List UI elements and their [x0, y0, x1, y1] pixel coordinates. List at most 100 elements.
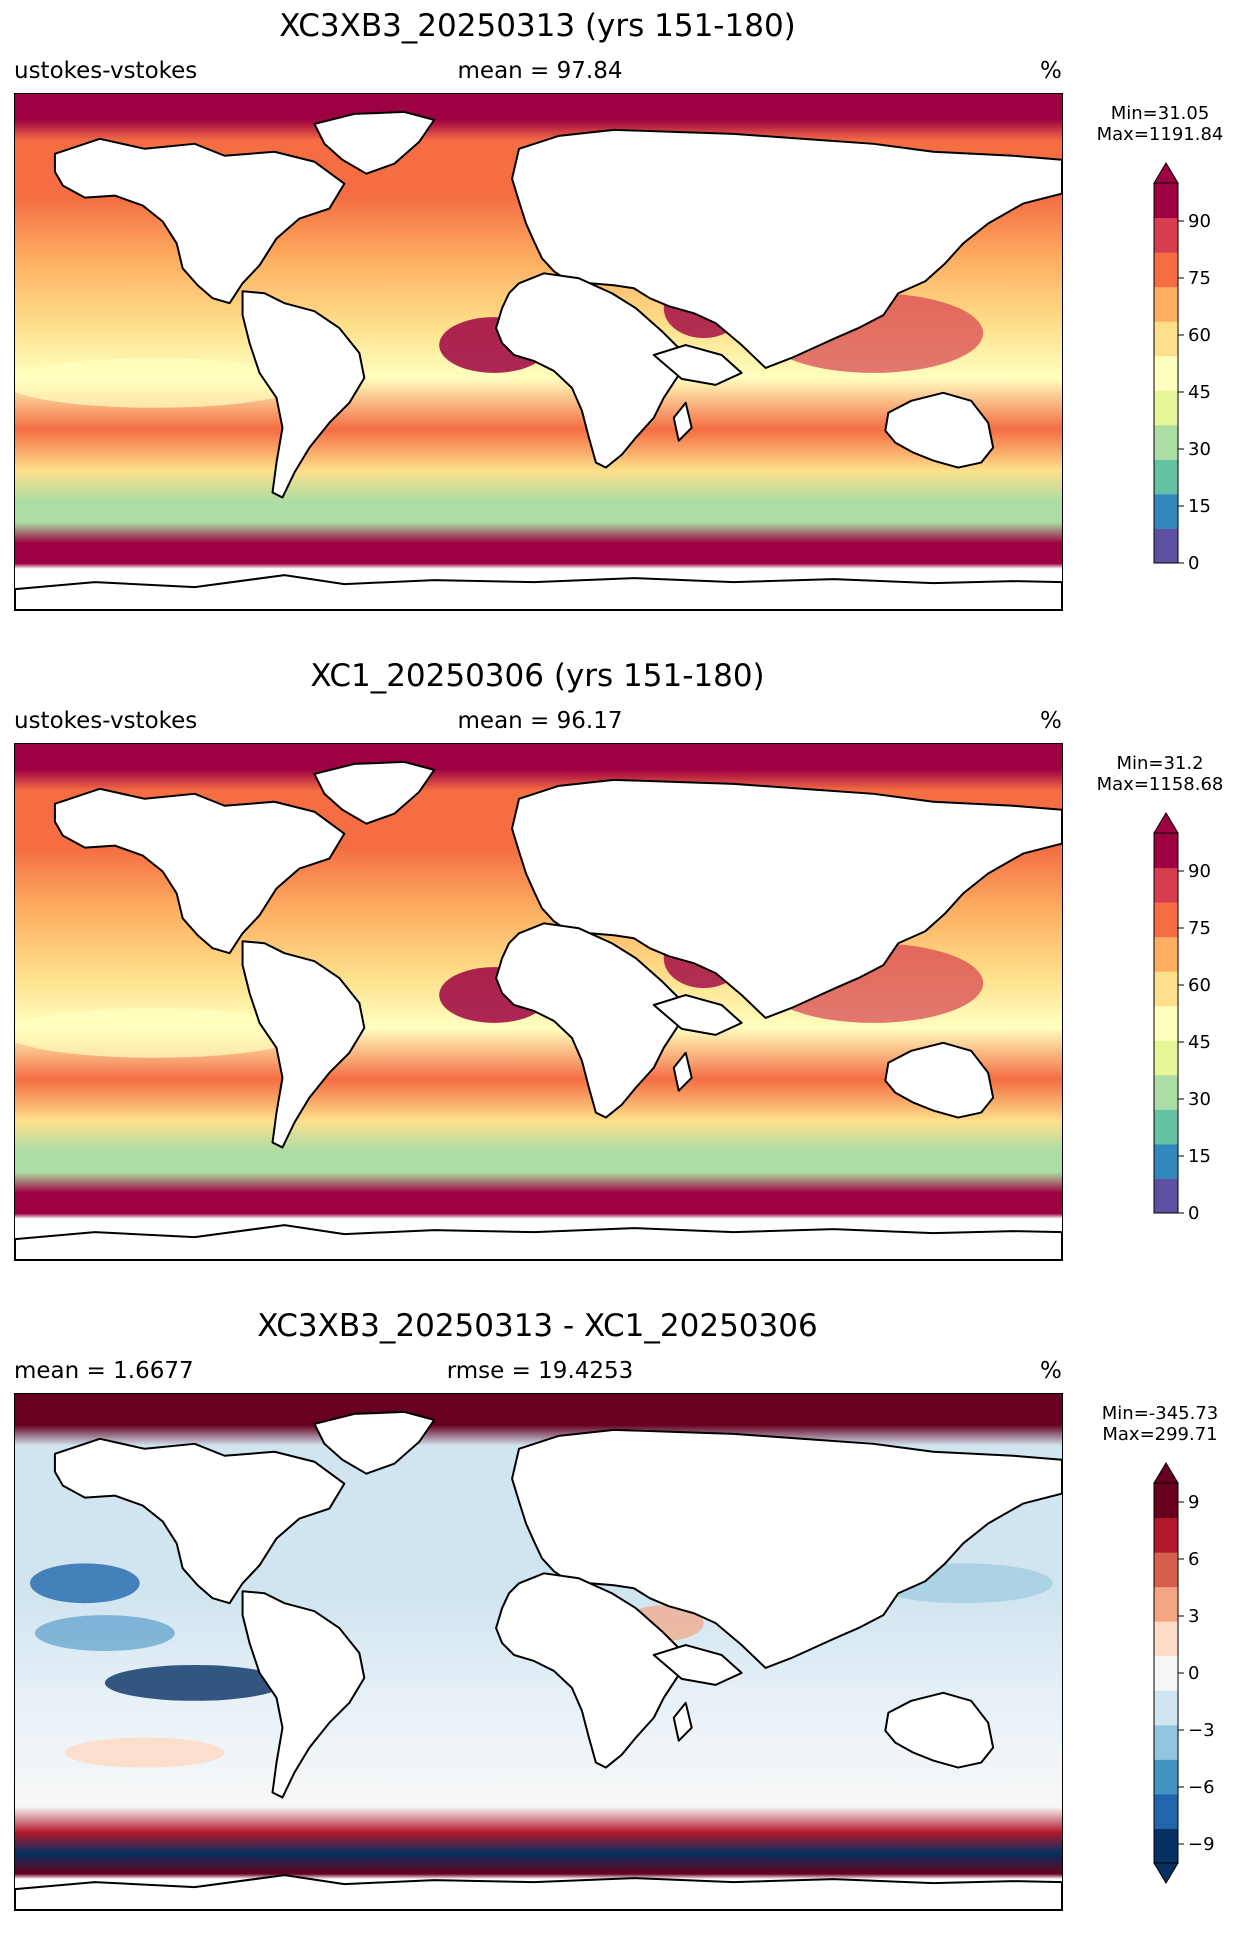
colorbar-segment — [1154, 1074, 1178, 1110]
colorbar-segment — [1154, 1552, 1178, 1588]
min-value: Min=-345.73 — [1101, 1403, 1219, 1424]
colorbar-tick-label: 90 — [1188, 211, 1211, 232]
colorbar-tick-label: 75 — [1188, 918, 1211, 939]
max-value: Max=299.71 — [1102, 1424, 1218, 1445]
landmass — [241, 1590, 366, 1799]
landmass — [511, 1428, 1062, 1669]
colorbar-segment — [1154, 217, 1178, 253]
colorbar-segment — [1154, 1483, 1178, 1519]
max-value: Max=1158.68 — [1096, 774, 1224, 795]
panel-title: XC3XB3_20250313 - XC1_20250306 — [257, 1308, 818, 1344]
colorbar-segment — [1154, 1724, 1178, 1760]
landmass — [313, 760, 436, 825]
colorbar-tick-label: 0 — [1188, 553, 1199, 574]
landmass — [15, 574, 1062, 610]
colorbar-segment — [1154, 1793, 1178, 1829]
colorbar-segment — [1154, 1586, 1178, 1622]
min-max-readout: Min=31.05 Max=1191.84 — [1075, 103, 1245, 145]
colorbar-tick-label: 0 — [1188, 1663, 1199, 1684]
colorbar-tick-label: 30 — [1188, 1089, 1211, 1110]
colorbar-segment — [1154, 833, 1178, 869]
landmass — [672, 401, 693, 442]
colorbar-tick-label: 90 — [1188, 861, 1211, 882]
ocean-field — [15, 357, 305, 408]
colorbar-segment — [1154, 252, 1178, 288]
colorbar-tick-label: 15 — [1188, 1146, 1211, 1167]
colorbar-segment — [1154, 936, 1178, 972]
landmass — [313, 110, 436, 175]
colorbar-segment — [1154, 971, 1178, 1007]
world-map — [14, 743, 1063, 1261]
colorbar-tick-label: 45 — [1188, 1032, 1211, 1053]
colorbar-tick-label: −6 — [1188, 1777, 1215, 1798]
min-max-readout: Min=31.2 Max=1158.68 — [1075, 753, 1245, 795]
colorbar-segment — [1154, 867, 1178, 903]
ocean-field — [34, 1615, 175, 1652]
colorbar: 0 15 30 45 60 75 90 — [1153, 812, 1211, 1224]
colorbar-segment — [1154, 528, 1178, 564]
colorbar-extend-max — [1153, 1462, 1179, 1484]
landmass — [652, 1644, 743, 1686]
colorbar-tick-label: 6 — [1188, 1549, 1199, 1570]
colorbar-segment — [1154, 390, 1178, 426]
landmass — [884, 1041, 995, 1119]
variable-label: ustokes-vstokes — [14, 708, 198, 734]
colorbar-segment — [1154, 355, 1178, 391]
landmass — [53, 1437, 346, 1605]
colorbar-segment — [1154, 321, 1178, 357]
landmass — [652, 994, 743, 1036]
landmass — [53, 787, 346, 955]
colorbar-segment — [1154, 1690, 1178, 1726]
colorbar-segment — [1154, 902, 1178, 938]
landmass — [511, 128, 1062, 369]
landmass — [652, 344, 743, 386]
landmass — [884, 391, 995, 469]
map-svg — [15, 1394, 1062, 1910]
landmass — [495, 1572, 683, 1769]
ocean-field — [64, 1737, 225, 1768]
colorbar: 0 15 30 45 60 75 90 — [1153, 162, 1211, 574]
min-value: Min=31.2 — [1116, 753, 1204, 774]
units-label: % — [1040, 1358, 1062, 1384]
colorbar-segment — [1154, 1621, 1178, 1657]
units-label: % — [1040, 708, 1062, 734]
landmass — [313, 1410, 436, 1475]
colorbar-segment — [1154, 1178, 1178, 1214]
mean-label: mean = 1.6677 — [14, 1358, 194, 1384]
colorbar-tick-label: 75 — [1188, 268, 1211, 289]
world-map — [14, 93, 1063, 611]
colorbar-segment — [1154, 1759, 1178, 1795]
colorbar-tick-label: 15 — [1188, 496, 1211, 517]
landmass — [15, 1224, 1062, 1260]
min-max-readout: Min=-345.73 Max=299.71 — [1075, 1403, 1245, 1445]
landmass — [241, 940, 366, 1149]
colorbar-tick-label: 60 — [1188, 975, 1211, 996]
min-value: Min=31.05 — [1110, 103, 1210, 124]
world-map — [14, 1393, 1063, 1911]
map-svg — [15, 94, 1062, 610]
variable-label: ustokes-vstokes — [14, 58, 198, 84]
landmass — [672, 1051, 693, 1092]
colorbar-extend-min — [1153, 1862, 1179, 1884]
landmass — [884, 1691, 995, 1769]
landmass — [672, 1701, 693, 1742]
colorbar-segment — [1154, 286, 1178, 322]
colorbar-extend-max — [1153, 812, 1179, 834]
landmass — [15, 1874, 1062, 1910]
colorbar-tick-label: 0 — [1188, 1203, 1199, 1224]
mean-label: mean = 97.84 — [457, 58, 623, 84]
colorbar-segment — [1154, 1143, 1178, 1179]
colorbar: −9 −6 −3 0 3 6 9 — [1153, 1462, 1215, 1884]
colorbar-segment — [1154, 1828, 1178, 1864]
colorbar-tick-label: −3 — [1188, 1720, 1215, 1741]
colorbar-segment — [1154, 1109, 1178, 1145]
ocean-field — [29, 1563, 140, 1604]
panel-title: XC1_20250306 (yrs 151-180) — [310, 658, 765, 694]
colorbar-segment — [1154, 1517, 1178, 1553]
map-svg — [15, 744, 1062, 1260]
colorbar-tick-label: 60 — [1188, 325, 1211, 346]
landmass — [495, 922, 683, 1119]
panel-title: XC3XB3_20250313 (yrs 151-180) — [279, 8, 796, 44]
colorbar-outline — [1153, 832, 1179, 1214]
landmass — [241, 290, 366, 499]
